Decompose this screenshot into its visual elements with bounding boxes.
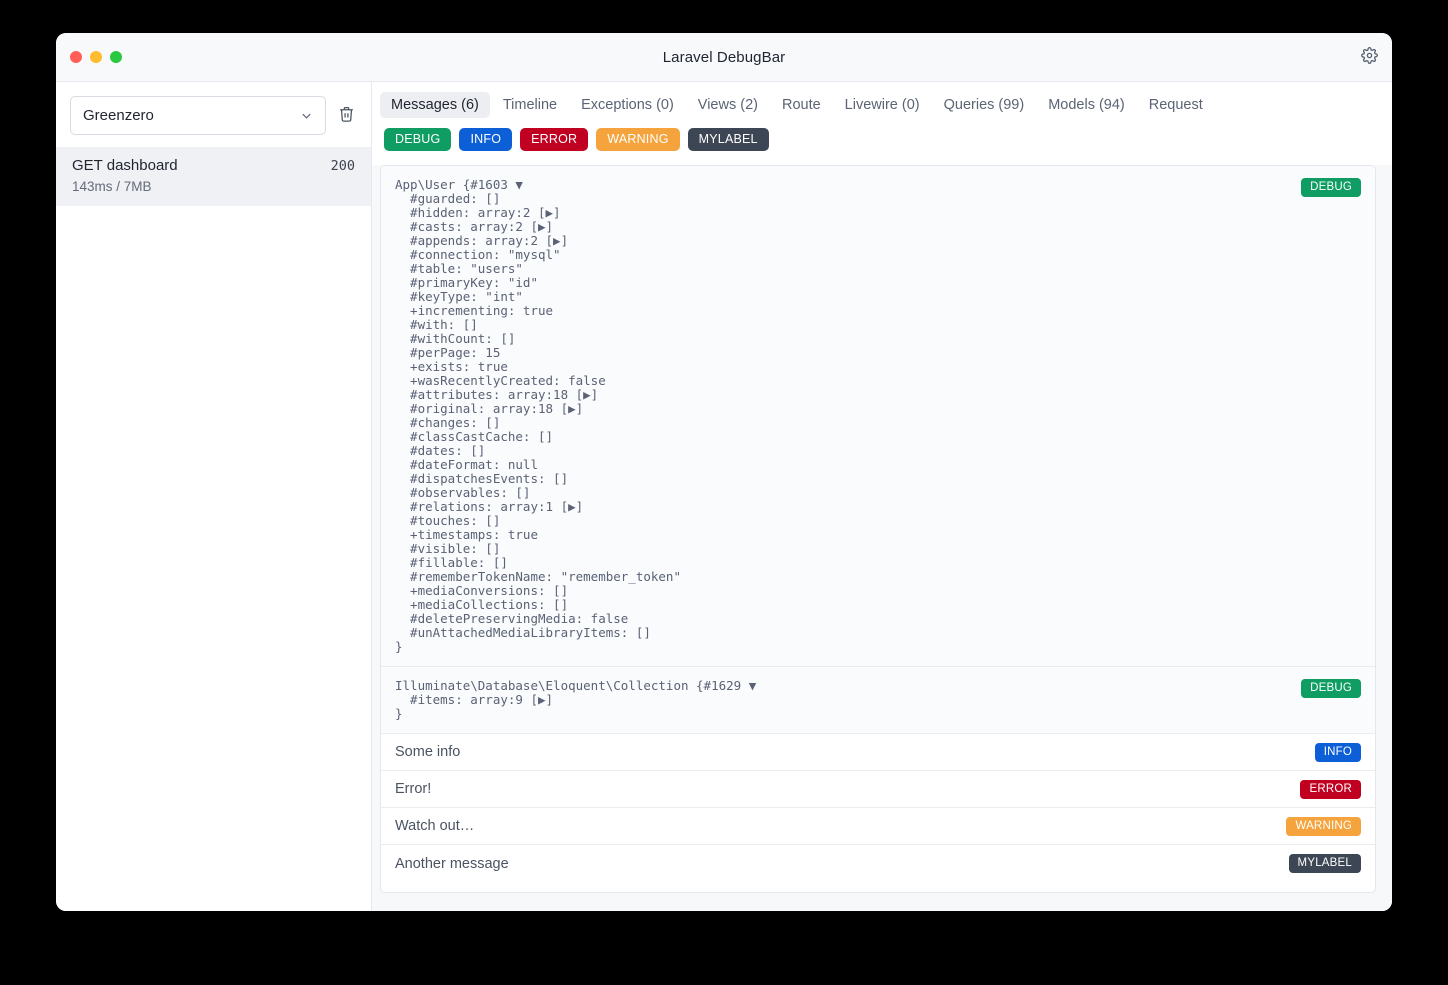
- main-content: Messages (6) Timeline Exceptions (0) Views …: [372, 82, 1392, 911]
- message-level-badge: DEBUG: [1301, 178, 1361, 197]
- message-row[interactable]: App\User {#1603 ▼ #guarded: [] #hidden: …: [381, 166, 1375, 667]
- filter-chip-info[interactable]: INFO: [459, 128, 513, 151]
- request-meta: 143ms / 7MB: [72, 179, 152, 194]
- close-window-button[interactable]: [70, 51, 82, 63]
- tab-models-94[interactable]: Models (94): [1037, 92, 1136, 118]
- message-row[interactable]: Another message MYLABEL: [381, 845, 1375, 882]
- project-select[interactable]: Greenzero: [70, 96, 326, 135]
- tab-queries-99[interactable]: Queries (99): [933, 92, 1036, 118]
- tab-request[interactable]: Request: [1138, 92, 1214, 118]
- message-row[interactable]: Illuminate\Database\Eloquent\Collection …: [381, 667, 1375, 734]
- message-text: Another message: [395, 855, 509, 872]
- filter-chip-mylabel[interactable]: MYLABEL: [687, 128, 769, 151]
- window-body: Greenzero: [56, 82, 1392, 911]
- filter-chip-warning[interactable]: WARNING: [596, 128, 680, 151]
- message-row[interactable]: Some info INFO: [381, 734, 1375, 771]
- tab-timeline[interactable]: Timeline: [492, 92, 568, 118]
- filter-chip-error[interactable]: ERROR: [520, 128, 589, 151]
- clear-requests-button[interactable]: [336, 103, 357, 128]
- app-window: Laravel DebugBar Greenzero: [56, 33, 1392, 911]
- window-title: Laravel DebugBar: [662, 48, 786, 66]
- log-level-filters: DEBUG INFO ERROR WARNING MYLABEL: [372, 126, 1392, 165]
- request-row-primary: GET dashboard 200: [72, 157, 355, 174]
- sidebar: Greenzero: [56, 82, 372, 911]
- message-level-badge: DEBUG: [1301, 679, 1361, 698]
- tab-route[interactable]: Route: [771, 92, 832, 118]
- gear-icon: [1361, 47, 1378, 67]
- message-code: Illuminate\Database\Eloquent\Collection …: [395, 678, 757, 721]
- list-item[interactable]: GET dashboard 200 143ms / 7MB: [56, 147, 371, 206]
- message-row[interactable]: Watch out… WARNING: [381, 808, 1375, 845]
- tab-bar: Messages (6) Timeline Exceptions (0) Views …: [372, 82, 1392, 126]
- message-text: Error!: [395, 781, 432, 797]
- sidebar-toolbar: Greenzero: [56, 82, 371, 147]
- filter-chip-debug[interactable]: DEBUG: [384, 128, 452, 151]
- title-bar: Laravel DebugBar: [56, 33, 1392, 82]
- message-text: Some info: [395, 744, 461, 760]
- message-level-badge: WARNING: [1286, 816, 1361, 836]
- message-text: Watch out…: [395, 818, 475, 834]
- minimize-window-button[interactable]: [90, 51, 102, 63]
- trash-icon: [338, 105, 355, 126]
- message-level-badge: MYLABEL: [1288, 854, 1361, 873]
- request-name: GET dashboard: [72, 157, 178, 174]
- settings-button[interactable]: [1361, 33, 1378, 81]
- tab-exceptions-0[interactable]: Exceptions (0): [570, 92, 685, 118]
- tab-messages-6[interactable]: Messages (6): [380, 92, 490, 118]
- maximize-window-button[interactable]: [110, 51, 122, 63]
- message-level-badge: INFO: [1314, 742, 1361, 762]
- message-level-badge: ERROR: [1300, 779, 1361, 799]
- messages-panel-wrapper: App\User {#1603 ▼ #guarded: [] #hidden: …: [372, 165, 1392, 911]
- message-code: App\User {#1603 ▼ #guarded: [] #hidden: …: [395, 177, 681, 654]
- tab-views-2[interactable]: Views (2): [687, 92, 769, 118]
- message-row[interactable]: Error! ERROR: [381, 771, 1375, 808]
- project-select-value: Greenzero: [83, 107, 154, 124]
- request-list[interactable]: GET dashboard 200 143ms / 7MB: [56, 147, 371, 911]
- tab-livewire-0[interactable]: Livewire (0): [834, 92, 931, 118]
- traffic-lights: [70, 33, 122, 81]
- request-status-code: 200: [330, 158, 355, 174]
- chevron-down-icon: [299, 108, 314, 123]
- messages-panel[interactable]: App\User {#1603 ▼ #guarded: [] #hidden: …: [380, 165, 1376, 893]
